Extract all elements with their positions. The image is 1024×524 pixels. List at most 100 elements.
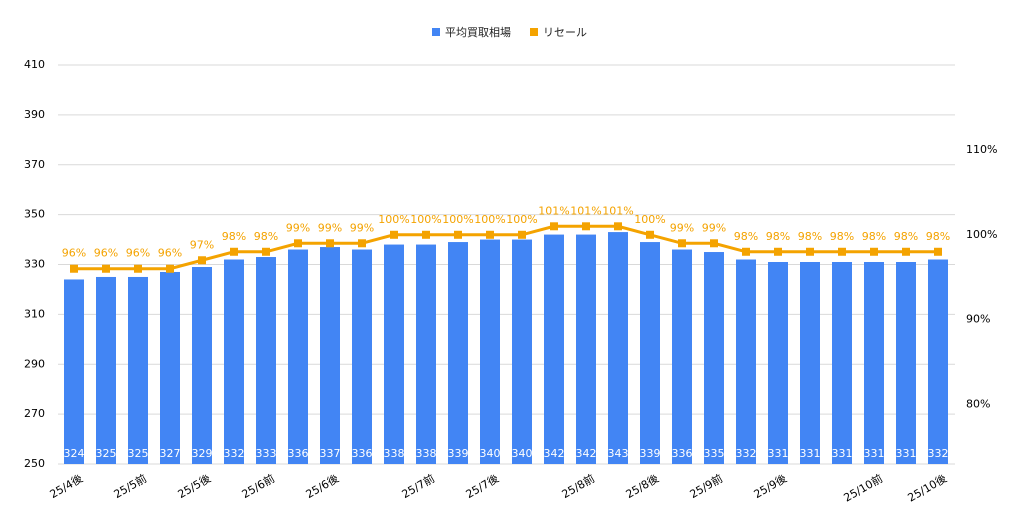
bar-value-label: 327 (160, 447, 181, 460)
line-value-label: 99% (350, 221, 374, 234)
bar-value-label: 335 (704, 447, 725, 460)
y-tick-label: 330 (24, 258, 45, 271)
bar (160, 271, 180, 464)
bar-value-label: 343 (608, 447, 629, 460)
line-value-label: 98% (798, 230, 822, 243)
line-value-label: 98% (894, 230, 918, 243)
bar-value-label: 325 (96, 447, 117, 460)
line-marker (934, 247, 942, 256)
x-tick-label: 25/4後 (47, 471, 85, 501)
line-value-label: 97% (190, 238, 214, 251)
bar-value-label: 342 (544, 447, 565, 460)
bar (704, 252, 724, 464)
line-value-label: 99% (286, 221, 310, 234)
bar-value-label: 342 (576, 447, 597, 460)
y-tick-label: 310 (24, 307, 45, 320)
line-value-label: 96% (94, 247, 118, 260)
bar-value-label: 324 (64, 447, 85, 460)
x-tick-label: 25/8後 (623, 471, 661, 501)
y-tick-label: 270 (24, 407, 45, 420)
bar-value-label: 336 (288, 447, 309, 460)
bar (832, 262, 852, 464)
line-value-label: 99% (670, 221, 694, 234)
bar-value-label: 329 (192, 447, 213, 460)
line-marker (166, 264, 174, 273)
legend-label: 平均買取相場 (445, 26, 511, 39)
x-tick-label: 25/8前 (559, 471, 597, 501)
bar (480, 239, 500, 464)
bar-value-label: 333 (256, 447, 277, 460)
line-value-label: 96% (62, 247, 86, 260)
line-marker (294, 239, 302, 248)
bar (544, 234, 564, 464)
y-tick-label: 370 (24, 158, 45, 171)
line-value-label: 98% (862, 230, 886, 243)
line-marker (806, 247, 814, 256)
line-value-label: 98% (254, 230, 278, 243)
line-marker (70, 264, 78, 273)
line-value-label: 100% (378, 213, 409, 226)
bar (384, 244, 404, 464)
line-marker (358, 239, 366, 248)
line-marker (518, 230, 526, 239)
line-marker (326, 239, 334, 248)
line-marker (614, 222, 622, 231)
bar (192, 266, 212, 464)
line-value-label: 98% (222, 230, 246, 243)
bar-value-label: 331 (832, 447, 853, 460)
line-marker (902, 247, 910, 256)
bar (448, 242, 468, 464)
line-value-label: 100% (410, 213, 441, 226)
line-value-label: 98% (926, 230, 950, 243)
line-marker (774, 247, 782, 256)
line (74, 224, 938, 271)
line-value-label: 98% (766, 230, 790, 243)
x-tick-label: 25/7前 (399, 471, 437, 501)
bar-value-label: 339 (640, 447, 661, 460)
line-marker (262, 247, 270, 256)
bar-value-label: 332 (928, 447, 949, 460)
y-tick-label: 250 (24, 457, 45, 470)
line-value-label: 100% (506, 213, 537, 226)
bar-value-label: 337 (320, 447, 341, 460)
x-tick-label: 25/10前 (841, 471, 885, 504)
bar (224, 259, 244, 464)
bar (256, 257, 276, 464)
bar-value-label: 340 (512, 447, 533, 460)
bar-value-label: 336 (352, 447, 373, 460)
y-tick-label: 410 (24, 58, 45, 71)
line-value-label: 96% (158, 247, 182, 260)
x-tick-label: 25/5前 (111, 471, 149, 501)
bar (768, 262, 788, 464)
y2-tick-label: 80% (966, 398, 990, 411)
bar (640, 242, 660, 464)
bar-value-label: 332 (224, 447, 245, 460)
bar-value-label: 331 (864, 447, 885, 460)
bar (576, 234, 596, 464)
y2-tick-label: 100% (966, 228, 997, 241)
bar-value-label: 331 (896, 447, 917, 460)
line-marker (486, 230, 494, 239)
bar (512, 239, 532, 464)
bar (928, 259, 948, 464)
line-value-label: 100% (634, 213, 665, 226)
line-value-label: 99% (318, 221, 342, 234)
bar-value-label: 331 (800, 447, 821, 460)
bar (128, 276, 148, 464)
bar (896, 262, 916, 464)
bar-value-label: 325 (128, 447, 149, 460)
line-value-label: 100% (442, 213, 473, 226)
line-marker (454, 230, 462, 239)
bar (864, 262, 884, 464)
x-tick-label: 25/9後 (751, 471, 789, 501)
line-marker (582, 222, 590, 231)
line-marker (198, 256, 206, 265)
bar (800, 262, 820, 464)
bar (320, 247, 340, 464)
line-marker (550, 222, 558, 231)
bar (288, 249, 308, 464)
line-marker (678, 239, 686, 248)
bar (736, 259, 756, 464)
bar (352, 249, 372, 464)
